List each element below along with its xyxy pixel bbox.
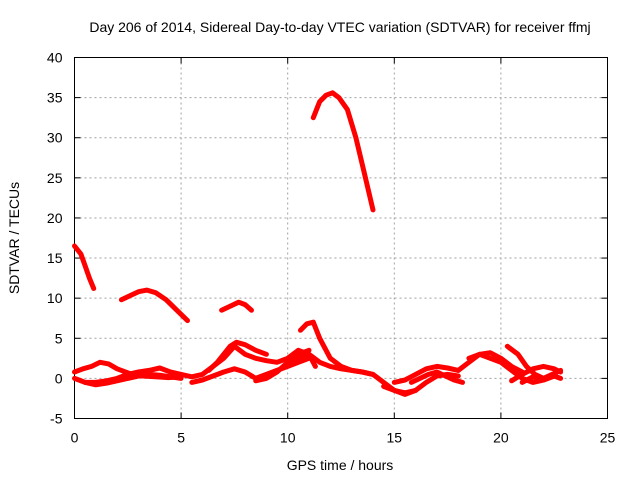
y-axis-label: SDTVAR / TECUs: [6, 182, 22, 294]
series-arc-9: [189, 355, 312, 385]
y-tick-label: 40: [47, 50, 63, 66]
y-tick-label: 35: [47, 90, 63, 106]
series-arc-11: [253, 347, 312, 384]
series-group: [72, 90, 564, 397]
series-arc-15: [391, 363, 461, 385]
series-arc-10: [206, 339, 269, 373]
x-tick-label: 0: [71, 430, 79, 446]
y-tick-label: 0: [55, 370, 63, 386]
series-arc-4: [310, 90, 376, 213]
tick-labels: 0 5 10 15 20 25 -5 0 5 10 15 20 25 30 35 40: [47, 50, 616, 446]
y-tick-label: 30: [47, 130, 63, 146]
y-tick-label: 5: [55, 330, 63, 346]
y-tick-label: 10: [47, 290, 63, 306]
plot-frame: [74, 57, 608, 419]
x-axis-label: GPS time / hours: [287, 457, 394, 473]
x-tick-label: 25: [600, 430, 616, 446]
y-tick-label: 20: [47, 210, 63, 226]
series-arc-3: [219, 299, 254, 313]
x-tick-label: 15: [387, 430, 403, 446]
series-arc-7: [82, 371, 184, 388]
y-tick-label: -5: [50, 411, 63, 427]
series-arc-8: [178, 343, 318, 380]
series-arc-16: [408, 369, 465, 385]
series-arc-1: [72, 243, 97, 291]
y-tick-label: 25: [47, 170, 63, 186]
series-arc-20: [509, 363, 564, 384]
y-tick-label: 15: [47, 250, 63, 266]
x-tick-label: 10: [280, 430, 296, 446]
series-arc-2: [118, 287, 190, 324]
x-tick-label: 5: [177, 430, 185, 446]
series-arc-13: [285, 351, 376, 377]
series-arc-17: [455, 350, 525, 375]
series-arc-21: [519, 373, 564, 385]
chart-title: Day 206 of 2014, Sidereal Day-to-day VTE…: [89, 19, 590, 35]
x-tick-label: 20: [493, 430, 509, 446]
